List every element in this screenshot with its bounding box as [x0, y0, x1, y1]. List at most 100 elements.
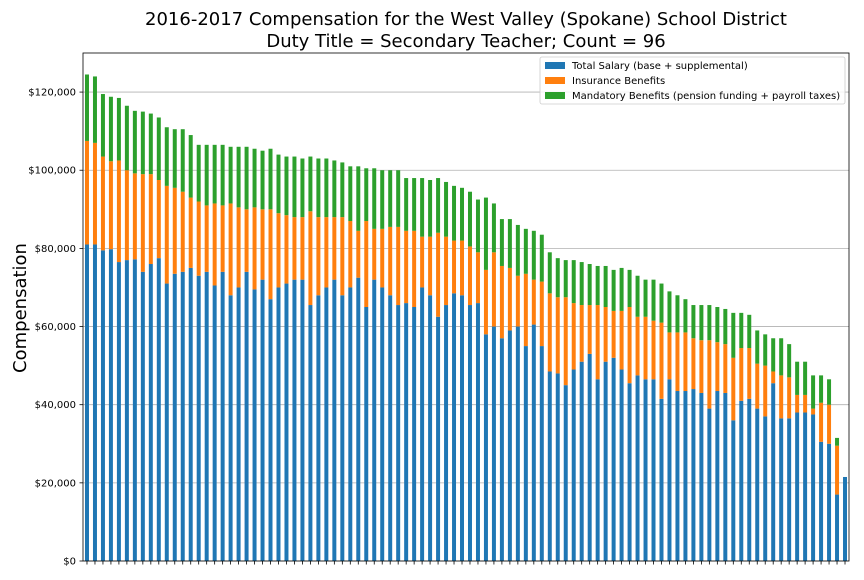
- bar-segment-series-1: [803, 412, 808, 561]
- bar-segment-series-2: [635, 316, 640, 376]
- bar-segment-series-3: [100, 94, 105, 157]
- bar-segment-series-2: [643, 316, 648, 380]
- bar-segment-series-2: [763, 365, 768, 417]
- bar-segment-series-2: [204, 205, 209, 272]
- bar-segment-series-2: [755, 363, 760, 409]
- bar-segment-series-3: [372, 168, 377, 229]
- bar-segment-series-2: [148, 174, 153, 265]
- bar-segment-series-3: [563, 260, 568, 298]
- bar-segment-series-1: [771, 383, 776, 561]
- bar-segment-series-3: [300, 158, 305, 218]
- bar-segment-series-2: [531, 279, 536, 325]
- bar-segment-series-2: [491, 252, 496, 327]
- bar-segment-series-1: [555, 373, 560, 561]
- bar-segment-series-2: [819, 402, 824, 442]
- bar-segment-series-2: [563, 297, 568, 386]
- bar-segment-series-2: [699, 340, 704, 393]
- bar-segment-series-3: [308, 156, 313, 212]
- bar-segment-series-3: [428, 180, 433, 237]
- bar-segment-series-3: [579, 262, 584, 306]
- bar-segment-series-3: [388, 170, 393, 227]
- bar-segment-series-2: [811, 408, 816, 415]
- bar-segment-series-2: [396, 226, 401, 306]
- bar-segment-series-3: [715, 307, 720, 343]
- bar-segment-series-1: [755, 408, 760, 561]
- bar-segment-series-2: [268, 209, 273, 300]
- bar-segment-series-2: [683, 332, 688, 392]
- bar-segment-series-1: [691, 389, 696, 561]
- bar-segment-series-1: [180, 271, 185, 561]
- bar-segment-series-2: [100, 156, 105, 251]
- bar-segment-series-2: [707, 340, 712, 409]
- bar-segment-series-1: [715, 391, 720, 561]
- bar-segment-series-1: [739, 400, 744, 561]
- bar-segment-series-2: [340, 217, 345, 296]
- bar-segment-series-1: [92, 244, 97, 561]
- bar-segment-series-1: [579, 361, 584, 561]
- bar-segment-series-3: [180, 129, 185, 192]
- bar-segment-series-1: [747, 398, 752, 561]
- bar-segment-series-2: [651, 320, 656, 380]
- bar-segment-series-3: [260, 150, 265, 210]
- bar-segment-series-1: [819, 441, 824, 561]
- bar-segment-series-3: [691, 305, 696, 339]
- bar-segment-series-3: [268, 148, 273, 210]
- plot-frame: [82, 52, 850, 562]
- bar-segment-series-2: [539, 281, 544, 347]
- bar-segment-series-2: [348, 221, 353, 288]
- bar-segment-series-3: [172, 129, 177, 188]
- bar-segment-series-2: [603, 307, 608, 362]
- bar-segment-series-2: [795, 394, 800, 413]
- bar-segment-series-1: [284, 283, 289, 561]
- bar-segment-series-3: [252, 148, 257, 208]
- bar-segment-series-2: [595, 305, 600, 380]
- bar-segment-series-3: [116, 97, 121, 161]
- bar-segment-series-3: [675, 295, 680, 333]
- bar-segment-series-2: [372, 228, 377, 280]
- bar-segment-series-2: [627, 307, 632, 384]
- bar-segment-series-3: [276, 154, 281, 214]
- bar-segment-series-2: [412, 230, 417, 307]
- legend-swatch: [545, 92, 565, 99]
- bar-segment-series-3: [444, 181, 449, 237]
- bar-segment-series-3: [340, 162, 345, 218]
- bar-segment-series-3: [571, 260, 576, 304]
- bar-segment-series-2: [483, 269, 488, 335]
- bar-segment-series-1: [444, 305, 449, 561]
- bar-segment-series-3: [332, 160, 337, 218]
- legend: Total Salary (base + supplemental) Insura…: [539, 56, 846, 105]
- y-tick-label: $40,000: [35, 400, 76, 411]
- bar-segment-series-2: [252, 207, 257, 290]
- bar-segment-series-2: [515, 275, 520, 327]
- bar-segment-series-2: [803, 394, 808, 413]
- bar-segment-series-1: [388, 295, 393, 561]
- bar-segment-series-3: [683, 299, 688, 333]
- bar-segment-series-3: [108, 96, 113, 162]
- y-tick-label: $120,000: [28, 88, 76, 99]
- bar-segment-series-1: [683, 391, 688, 561]
- bar-segment-series-1: [635, 375, 640, 561]
- bar-segment-series-3: [412, 178, 417, 231]
- bar-segment-series-3: [835, 437, 840, 446]
- bar-segment-series-3: [483, 197, 488, 270]
- bar-segment-series-2: [180, 191, 185, 272]
- bar-segment-series-3: [531, 230, 536, 280]
- bar-segment-series-1: [204, 271, 209, 561]
- legend-label: Insurance Benefits: [572, 76, 665, 87]
- bar-segment-series-3: [212, 144, 217, 204]
- bar-segment-series-2: [444, 236, 449, 306]
- bar-segment-series-2: [364, 221, 369, 307]
- bar-segment-series-3: [364, 168, 369, 222]
- bar-segment-series-1: [100, 250, 105, 562]
- bar-segment-series-1: [795, 412, 800, 561]
- bar-segment-series-1: [412, 307, 417, 561]
- bar-segment-series-1: [420, 287, 425, 561]
- bar-segment-series-3: [587, 264, 592, 306]
- bar-segment-series-2: [284, 215, 289, 284]
- bar-segment-series-2: [835, 445, 840, 495]
- bar-segment-series-2: [124, 170, 129, 261]
- bar-segment-series-2: [452, 240, 457, 294]
- bar-segment-series-1: [260, 279, 265, 561]
- bar-segment-series-2: [300, 217, 305, 280]
- bar-segment-series-2: [787, 377, 792, 419]
